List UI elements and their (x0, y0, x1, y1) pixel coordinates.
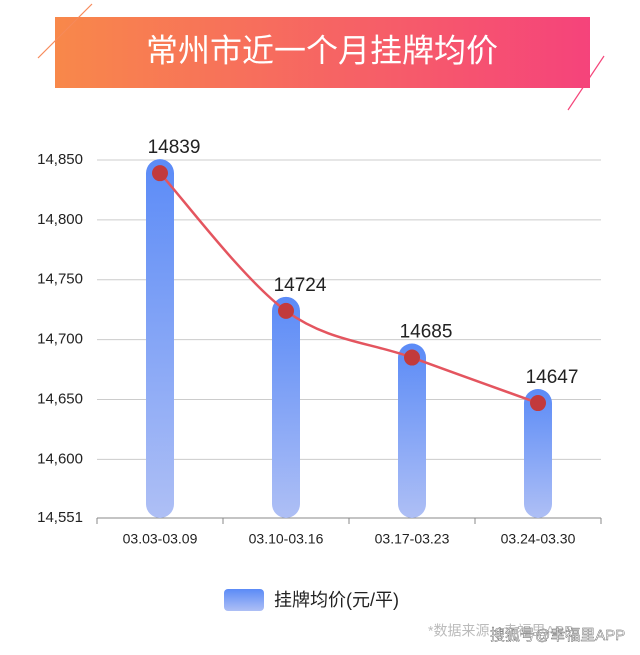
legend-label: 挂牌均价(元/平) (274, 590, 399, 610)
x-tick-label: 03.17-03.23 (375, 531, 450, 547)
y-tick-label: 14,551 (37, 509, 83, 526)
y-tick-label: 14,700 (37, 331, 83, 348)
value-label: 14685 (400, 322, 453, 343)
title-banner (55, 17, 590, 88)
source: *数据来源：幸福里APP (428, 623, 573, 639)
y-tick-label: 14,600 (37, 450, 83, 467)
value-label: 14647 (526, 367, 579, 388)
y-tick-label: 14,750 (37, 271, 83, 288)
point (278, 302, 294, 319)
point (152, 165, 168, 182)
point (530, 395, 546, 412)
trend-line (159, 172, 539, 405)
x-tick-label: 03.03-03.09 (123, 531, 198, 547)
bar (524, 389, 552, 518)
bar (272, 296, 300, 518)
decoration (37, 3, 93, 59)
y-tick-label: 14,800 (37, 211, 83, 228)
chart-title: 常州市近一个月挂牌均价 (146, 32, 498, 68)
x-tick-label: 03.10-03.16 (249, 531, 324, 547)
bar (398, 343, 426, 518)
x-tick-label: 03.24-03.30 (501, 531, 576, 547)
watermark: 搜狐号@幸福里APP (490, 627, 625, 644)
legend-swatch (224, 589, 264, 611)
decoration (567, 55, 605, 111)
bar (146, 159, 174, 518)
value-label: 14839 (148, 137, 201, 158)
point (404, 349, 420, 366)
y-tick-label: 14,650 (37, 390, 83, 407)
y-tick-label: 14,850 (37, 151, 83, 168)
value-label: 14724 (274, 275, 327, 296)
